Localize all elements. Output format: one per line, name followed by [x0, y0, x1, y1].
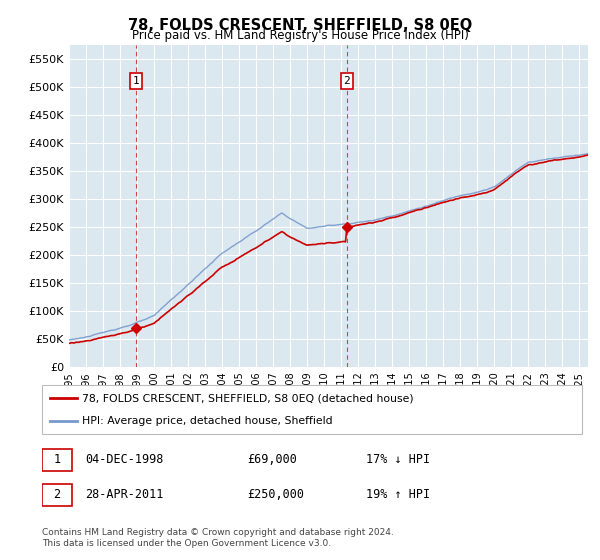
Text: 1: 1 — [53, 454, 61, 466]
Text: 78, FOLDS CRESCENT, SHEFFIELD, S8 0EQ (detached house): 78, FOLDS CRESCENT, SHEFFIELD, S8 0EQ (d… — [83, 393, 414, 403]
Text: 17% ↓ HPI: 17% ↓ HPI — [366, 454, 430, 466]
Text: 2: 2 — [53, 488, 61, 501]
Text: 2: 2 — [343, 76, 350, 86]
Text: This data is licensed under the Open Government Licence v3.0.: This data is licensed under the Open Gov… — [42, 539, 331, 548]
Text: £69,000: £69,000 — [247, 454, 297, 466]
Text: Contains HM Land Registry data © Crown copyright and database right 2024.: Contains HM Land Registry data © Crown c… — [42, 528, 394, 536]
Text: 19% ↑ HPI: 19% ↑ HPI — [366, 488, 430, 501]
FancyBboxPatch shape — [42, 449, 72, 471]
Text: £250,000: £250,000 — [247, 488, 304, 501]
Text: 04-DEC-1998: 04-DEC-1998 — [85, 454, 164, 466]
Text: HPI: Average price, detached house, Sheffield: HPI: Average price, detached house, Shef… — [83, 416, 333, 426]
Text: 28-APR-2011: 28-APR-2011 — [85, 488, 164, 501]
FancyBboxPatch shape — [42, 385, 582, 434]
Text: Price paid vs. HM Land Registry's House Price Index (HPI): Price paid vs. HM Land Registry's House … — [131, 29, 469, 42]
FancyBboxPatch shape — [42, 484, 72, 506]
Text: 78, FOLDS CRESCENT, SHEFFIELD, S8 0EQ: 78, FOLDS CRESCENT, SHEFFIELD, S8 0EQ — [128, 18, 472, 33]
Text: 1: 1 — [133, 76, 139, 86]
